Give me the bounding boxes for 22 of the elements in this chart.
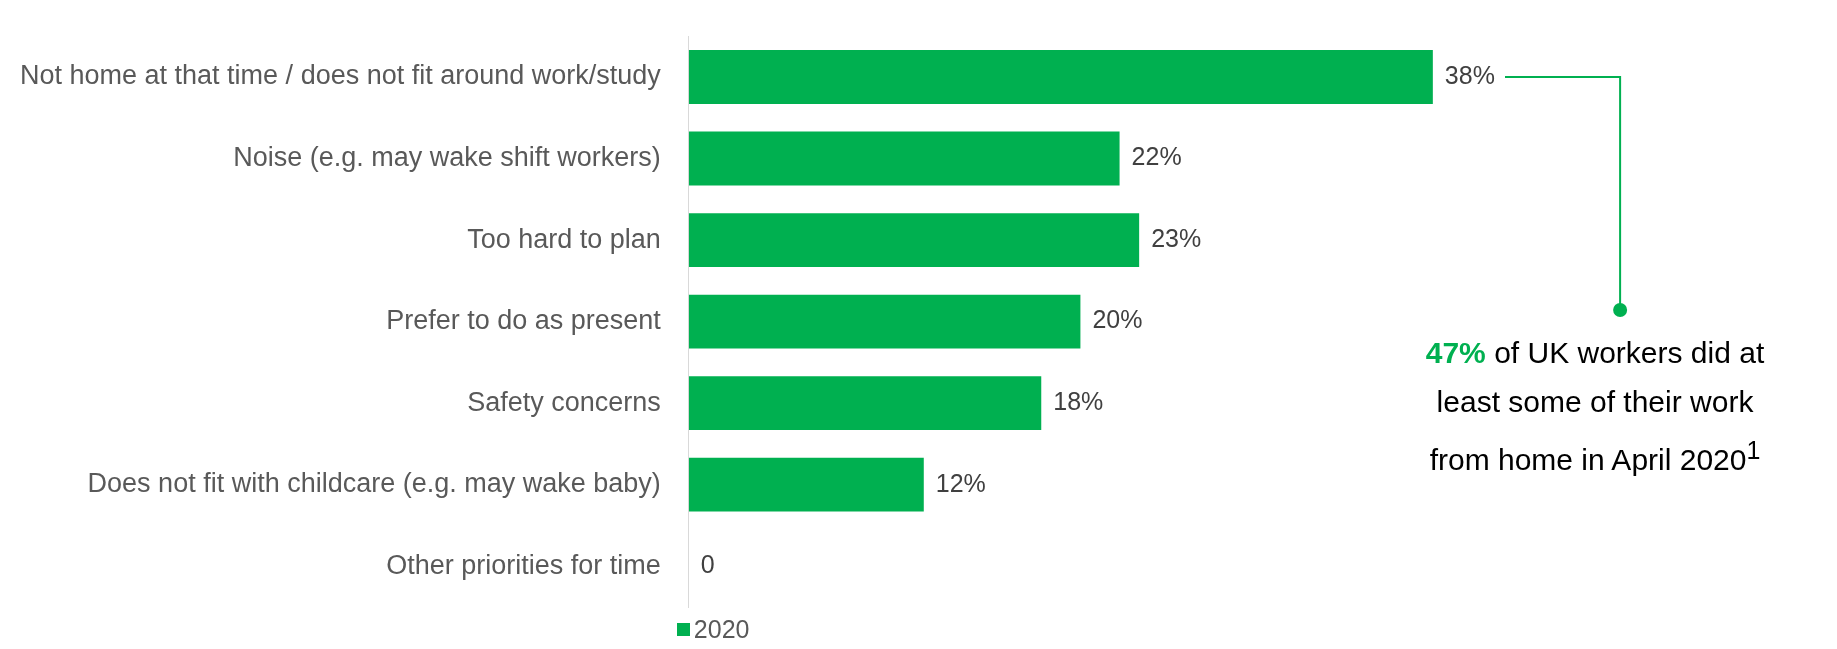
bar [688, 131, 1120, 186]
data-label: 22% [1131, 142, 1182, 171]
y-tick-label: Noise (e.g. may wake shift workers) [233, 141, 661, 172]
data-label: 23% [1151, 223, 1202, 252]
data-label: 38% [1444, 60, 1495, 89]
data-label: 12% [935, 468, 986, 497]
data-label: 20% [1092, 305, 1143, 334]
y-tick-label: Other priorities for time [386, 549, 661, 580]
legend-label: 2020 [693, 615, 750, 644]
y-tick-label: Safety concerns [467, 386, 661, 417]
bar [688, 294, 1081, 349]
bar [688, 457, 924, 512]
annotation: 47% of UK workers did at least some of their work from home in April 2020$^{1}$ [1425, 336, 1765, 476]
y-tick-label: Too hard to plan [467, 223, 661, 254]
y-tick-label: Prefer to do as present [386, 305, 662, 336]
bar [688, 213, 1140, 267]
y-tick-label: Does not fit with childcare (e.g. may wake baby) [87, 468, 661, 499]
data-label: 0 [700, 550, 715, 579]
y-tick-label: Not home at that time / does not fit around work/study [20, 60, 662, 91]
bar [688, 376, 1042, 431]
bar [688, 50, 1433, 104]
data-label: 18% [1053, 387, 1104, 416]
